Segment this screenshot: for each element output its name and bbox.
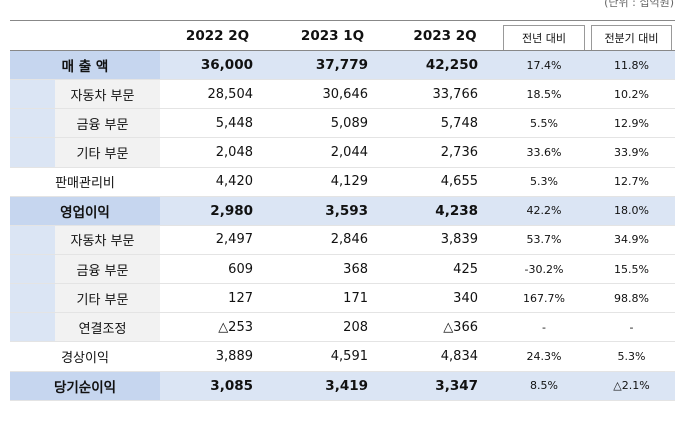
cell: 18.5% <box>500 79 588 110</box>
cell: 30,646 <box>275 79 390 110</box>
cell: 5,448 <box>160 108 275 139</box>
row-label: 기타 부문 <box>10 137 160 168</box>
header-label: 전년 대비 <box>503 25 585 50</box>
cell: 15.5% <box>588 254 675 285</box>
cell: -30.2% <box>500 254 588 285</box>
cell: △253 <box>160 312 275 343</box>
cell: 98.8% <box>588 283 675 314</box>
header-cell: 2022 2Q <box>160 20 275 51</box>
row-label: 자동차 부문 <box>10 79 160 110</box>
cell: 127 <box>160 283 275 314</box>
table-row: 금융 부문 609 368 425 -30.2% 15.5% <box>10 254 675 285</box>
cell: 340 <box>390 283 500 314</box>
table-row: 금융 부문 5,448 5,089 5,748 5.5% 12.9% <box>10 108 675 139</box>
cell: 4,591 <box>275 341 390 372</box>
row-label: 자동차 부문 <box>10 225 160 255</box>
row-label: 연결조정 <box>10 312 160 343</box>
cell: △366 <box>390 312 500 343</box>
header-cell: 전년 대비 <box>500 20 588 51</box>
row-label: 금융 부문 <box>10 254 160 285</box>
row-label: 기타 부문 <box>10 283 160 314</box>
cell: 42,250 <box>390 50 500 81</box>
row-label: 경상이익 <box>10 341 160 372</box>
cell: 5.3% <box>588 341 675 372</box>
cell: 24.3% <box>500 341 588 372</box>
cell: 11.8% <box>588 50 675 81</box>
cell: 609 <box>160 254 275 285</box>
cell: 5,748 <box>390 108 500 139</box>
cell: 3,347 <box>390 371 500 401</box>
cell: 4,238 <box>390 196 500 226</box>
table-row: 경상이익 3,889 4,591 4,834 24.3% 5.3% <box>10 341 675 372</box>
row-label: 당기순이익 <box>10 371 160 401</box>
cell: 2,980 <box>160 196 275 226</box>
cell: 3,889 <box>160 341 275 372</box>
cell: 8.5% <box>500 371 588 401</box>
cell: 10.2% <box>588 79 675 110</box>
cell: 368 <box>275 254 390 285</box>
cell: 18.0% <box>588 196 675 226</box>
cell: 167.7% <box>500 283 588 314</box>
cell: 53.7% <box>500 225 588 255</box>
cell: 2,736 <box>390 137 500 168</box>
unit-note: (단위 : 십억원) <box>604 0 674 9</box>
header-label: 전분기 대비 <box>591 25 672 50</box>
header-cell: 2023 1Q <box>275 20 390 51</box>
row-label: 판매관리비 <box>10 167 160 197</box>
cell: 5,089 <box>275 108 390 139</box>
table: 2022 2Q 2023 1Q 2023 2Q 전년 대비 전분기 대비 매 출 액 36… <box>10 20 675 401</box>
cell: 4,655 <box>390 167 500 197</box>
cell: 34.9% <box>588 225 675 255</box>
cell: - <box>500 312 588 343</box>
table-row: 당기순이익 3,085 3,419 3,347 8.5% △2.1% <box>10 371 675 401</box>
cell: - <box>588 312 675 343</box>
cell: 12.9% <box>588 108 675 139</box>
cell: 4,129 <box>275 167 390 197</box>
header-cell: 전분기 대비 <box>588 20 675 51</box>
row-label: 영업이익 <box>10 196 160 226</box>
table-row: 기타 부문 2,048 2,044 2,736 33.6% 33.9% <box>10 137 675 168</box>
cell: 12.7% <box>588 167 675 197</box>
cell: 42.2% <box>500 196 588 226</box>
cell: 36,000 <box>160 50 275 81</box>
cell: 2,497 <box>160 225 275 255</box>
table-row: 매 출 액 36,000 37,779 42,250 17.4% 11.8% <box>10 50 675 81</box>
cell: 33.9% <box>588 137 675 168</box>
table-row: 기타 부문 127 171 340 167.7% 98.8% <box>10 283 675 314</box>
header-cell: 2023 2Q <box>390 20 500 51</box>
header-row: 2022 2Q 2023 1Q 2023 2Q 전년 대비 전분기 대비 <box>10 20 675 51</box>
cell: 33,766 <box>390 79 500 110</box>
cell: 5.5% <box>500 108 588 139</box>
table-row: 자동차 부문 2,497 2,846 3,839 53.7% 34.9% <box>10 225 675 255</box>
cell: 33.6% <box>500 137 588 168</box>
cell: 3,593 <box>275 196 390 226</box>
header-cell <box>10 20 160 51</box>
cell: 4,834 <box>390 341 500 372</box>
cell: △2.1% <box>588 371 675 401</box>
table-row: 판매관리비 4,420 4,129 4,655 5.3% 12.7% <box>10 167 675 197</box>
row-label: 금융 부문 <box>10 108 160 139</box>
row-label: 매 출 액 <box>10 50 160 81</box>
cell: 17.4% <box>500 50 588 81</box>
cell: 425 <box>390 254 500 285</box>
cell: 171 <box>275 283 390 314</box>
cell: 2,846 <box>275 225 390 255</box>
cell: 3,419 <box>275 371 390 401</box>
cell: 3,839 <box>390 225 500 255</box>
cell: 5.3% <box>500 167 588 197</box>
cell: 4,420 <box>160 167 275 197</box>
cell: 28,504 <box>160 79 275 110</box>
table-row: 영업이익 2,980 3,593 4,238 42.2% 18.0% <box>10 196 675 226</box>
cell: 2,044 <box>275 137 390 168</box>
cell: 3,085 <box>160 371 275 401</box>
cell: 208 <box>275 312 390 343</box>
cell: 2,048 <box>160 137 275 168</box>
cell: 37,779 <box>275 50 390 81</box>
table-row: 자동차 부문 28,504 30,646 33,766 18.5% 10.2% <box>10 79 675 110</box>
table-row: 연결조정 △253 208 △366- - <box>10 312 675 343</box>
